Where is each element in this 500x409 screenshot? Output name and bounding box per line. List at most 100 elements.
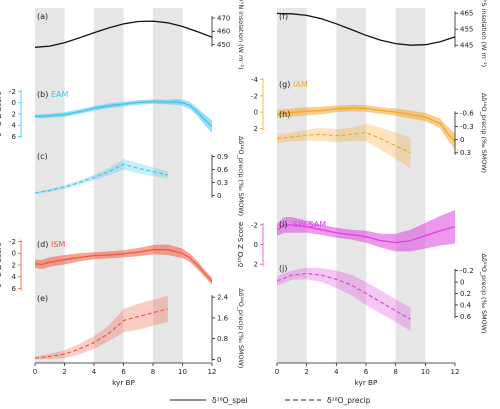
y-tick-label-j-3: 0.4 — [460, 301, 472, 309]
y-tick-label-e-0: 0 — [217, 356, 221, 364]
series-line-e — [34, 308, 168, 359]
y-tick-label-j-2: 0.2 — [460, 290, 471, 298]
y-tick-label-c-3: 0.9 — [217, 153, 228, 161]
y-label-d: δ¹⁸O Z Score — [0, 242, 3, 288]
panel-label-a: (a) — [37, 12, 48, 21]
panel-e: 0 0.8 1.6 2.4 (e) Δδ¹⁸O_precip (‰ SMOW) — [34, 288, 245, 368]
band-e — [35, 295, 168, 360]
band-g — [277, 104, 455, 150]
panel-d: -2 0 2 4 6 (d)ISM δ¹⁸O Z Score — [0, 238, 213, 293]
x-tick-label-0-5: 10 — [178, 368, 187, 376]
panel-g: -4 -2 0 2 (g) IAM — [251, 76, 456, 150]
y-tick-label-j-0: -0.2 — [460, 267, 474, 275]
x-tick-label-1-6: 12 — [451, 368, 460, 376]
y-tick-label-b-1: 0 — [12, 99, 16, 107]
x-tick-label-1-0: 0 — [275, 368, 279, 376]
panel-label-i: (i) — [279, 220, 287, 229]
y-tick-label-f-2: 465 — [460, 10, 473, 18]
shaded-interval-0-1 — [94, 8, 124, 363]
panel-c: 0 0.3 0.6 0.9 (c) Δδ¹⁸O_precip (‰ SMOW) — [34, 136, 245, 216]
x-tick-label-1-2: 4 — [334, 368, 339, 376]
series-line-h — [276, 131, 411, 154]
legend-label-1: δ¹⁸O_precip — [327, 396, 371, 405]
x-tick-label-1-4: 8 — [393, 368, 397, 376]
y-tick-label-h-0: 0.3 — [460, 149, 471, 157]
y-label-h: Δδ¹⁸O_precip (‰ SMOW) — [480, 93, 488, 173]
shaded-interval-1-2 — [395, 8, 426, 363]
panel-label-b: (b) — [37, 90, 48, 99]
series-line-g — [276, 107, 456, 142]
y-tick-label-c-2: 0.6 — [217, 166, 229, 174]
x-tick-label-1-3: 6 — [364, 368, 369, 376]
y-tick-label-b-0: -2 — [9, 88, 16, 96]
panel-f: 445 455 465 (f) 20°S insolation (W m⁻²) — [276, 0, 488, 67]
shaded-interval-1-1 — [336, 8, 366, 363]
y-tick-label-i-2: 2 — [254, 261, 258, 269]
y-tick-label-c-0: 0 — [217, 192, 221, 200]
panel-j: -0.2 0 0.2 0.4 0.6 (j) Δδ¹⁸O_precip (‰ SMOW) — [276, 254, 488, 334]
panel-label-f: (f) — [279, 12, 288, 21]
y-tick-label-b-4: 6 — [12, 133, 17, 141]
monsoon-label-sw-sam: SW-SAM — [293, 220, 326, 229]
y-tick-label-h-1: 0 — [460, 136, 464, 144]
series-line-i — [276, 224, 456, 244]
x-tick-label-0-6: 12 — [208, 368, 217, 376]
y-label-c: Δδ¹⁸O_precip (‰ SMOW) — [237, 136, 245, 216]
band-d — [35, 244, 212, 285]
y-tick-label-f-0: 445 — [460, 42, 473, 50]
series-line-a — [34, 20, 213, 48]
y-tick-label-d-2: 2 — [12, 261, 16, 269]
series-line-f — [276, 12, 456, 46]
y-tick-label-i-1: 0 — [254, 241, 258, 249]
shaded-interval-0-2 — [153, 8, 183, 363]
y-tick-label-g-1: -2 — [251, 92, 258, 100]
band-j — [277, 267, 411, 331]
series-line-j — [276, 272, 411, 320]
y-tick-label-a-0: 450 — [217, 41, 230, 49]
panel-label-h: (h) — [279, 110, 290, 119]
y-tick-label-d-1: 0 — [12, 250, 16, 258]
y-tick-label-b-3: 4 — [12, 122, 17, 130]
panel-h: 0.3 0 -0.3 -0.6 (h) Δδ¹⁸O_precip (‰ SMOW) — [276, 93, 488, 173]
y-tick-label-g-2: 0 — [254, 109, 258, 117]
y-tick-label-h-2: -0.3 — [460, 123, 474, 131]
x-tick-label-1-5: 10 — [421, 368, 430, 376]
y-tick-label-b-2: 2 — [12, 110, 16, 118]
x-tick-label-1-1: 2 — [304, 368, 308, 376]
y-tick-label-d-3: 4 — [12, 273, 17, 281]
y-tick-label-g-3: 2 — [254, 125, 258, 133]
y-tick-label-e-1: 0.8 — [217, 335, 228, 343]
y-tick-label-i-0: -2 — [251, 221, 258, 229]
panel-label-d: (d) — [37, 240, 48, 249]
y-tick-label-f-1: 455 — [460, 26, 473, 34]
legend: δ¹⁸O_spel δ¹⁸O_precip — [170, 396, 371, 405]
panel-a: 450 460 470 (a) 30°N insolation (W m⁻²) — [34, 0, 245, 70]
band-b — [35, 99, 212, 133]
x-axis-title-1: kyr BP — [355, 378, 378, 387]
y-label-b: δ¹⁸O Z Score — [0, 91, 3, 137]
x-axis-title-0: kyr BP — [112, 378, 135, 387]
y-tick-label-a-2: 470 — [217, 14, 230, 22]
monsoon-label-iam: IAM — [293, 80, 308, 89]
y-tick-label-d-4: 6 — [12, 285, 17, 293]
y-label-f: 20°S insolation (W m⁻²) — [480, 0, 488, 67]
series-line-c — [34, 163, 168, 194]
x-tick-label-0-4: 8 — [151, 368, 155, 376]
y-tick-label-d-0: -2 — [9, 238, 16, 246]
y-label-a: 30°N insolation (W m⁻²) — [237, 0, 245, 70]
panel-label-c: (c) — [37, 152, 48, 161]
y-tick-label-c-1: 0.3 — [217, 179, 228, 187]
x-tick-label-0-0: 0 — [33, 368, 37, 376]
y-tick-label-a-1: 460 — [217, 28, 230, 36]
monsoon-label-eam: EAM — [51, 90, 69, 99]
y-tick-label-j-4: 0.6 — [460, 313, 472, 321]
panel-label-e: (e) — [37, 294, 48, 303]
series-line-b — [35, 100, 213, 127]
monsoon-label-ism: ISM — [51, 240, 65, 249]
panel-i: -2 0 2 (i) SW-SAM δ¹⁸O Z Score — [236, 210, 456, 269]
y-tick-label-e-3: 2.4 — [217, 294, 229, 302]
y-label-i: δ¹⁸O Z Score — [236, 221, 245, 267]
x-tick-label-0-1: 2 — [62, 368, 66, 376]
y-label-j: Δδ¹⁸O_precip (‰ SMOW) — [480, 254, 488, 334]
